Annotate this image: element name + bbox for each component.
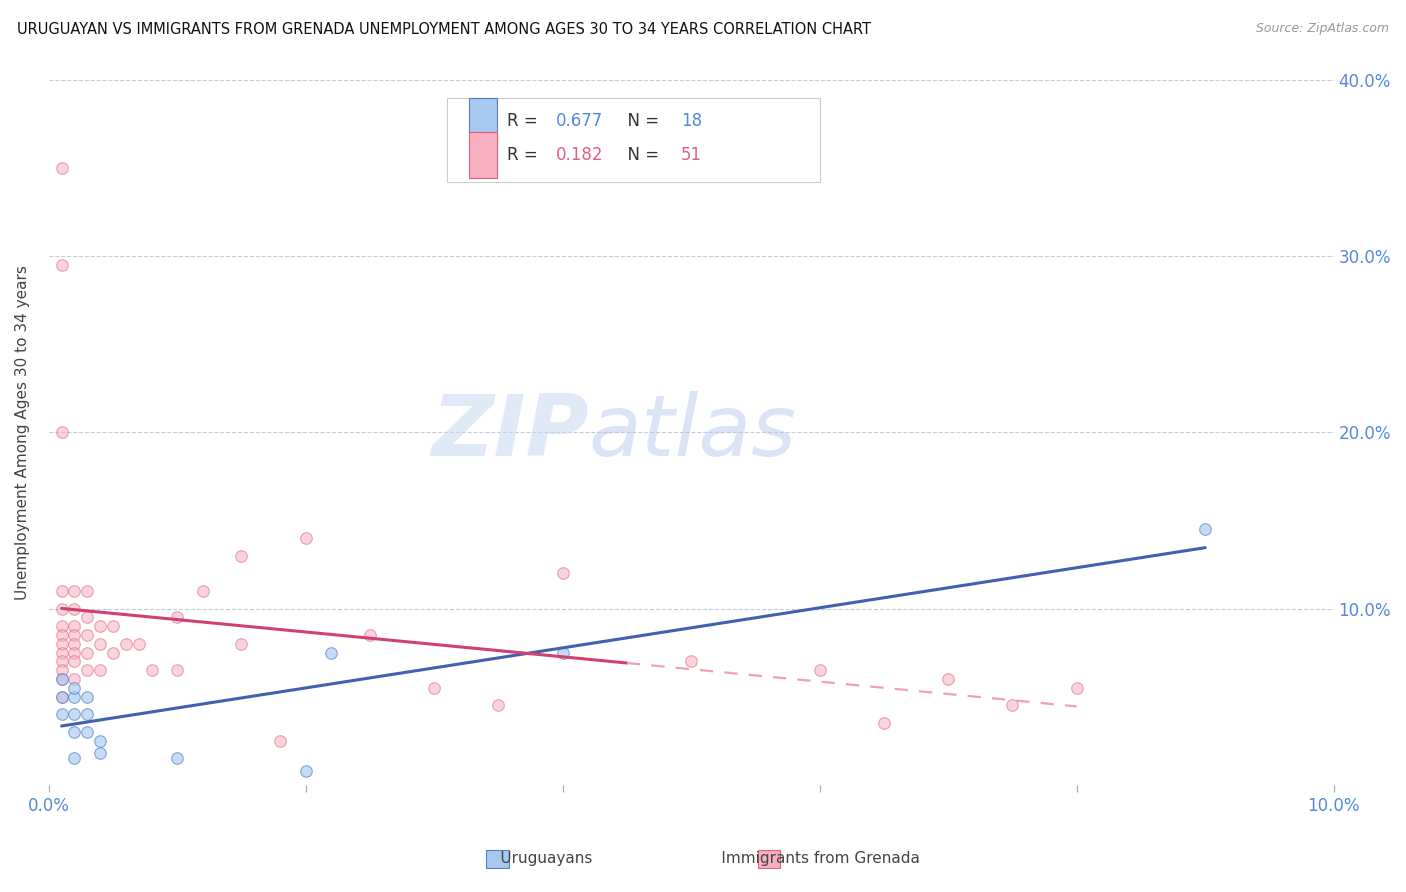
Point <box>191 583 214 598</box>
Text: Immigrants from Grenada: Immigrants from Grenada <box>697 851 920 865</box>
Text: Uruguayans: Uruguayans <box>477 851 592 865</box>
Point <box>1001 698 1024 713</box>
Point <box>1194 522 1216 536</box>
Text: N =: N = <box>617 112 664 130</box>
Text: Source: ZipAtlas.com: Source: ZipAtlas.com <box>1256 22 1389 36</box>
Point <box>76 583 98 598</box>
Text: R =: R = <box>508 112 544 130</box>
Point <box>51 646 73 660</box>
Point <box>89 663 111 677</box>
Point <box>101 646 124 660</box>
Text: 0.677: 0.677 <box>557 112 603 130</box>
Point <box>63 690 86 704</box>
Point <box>423 681 446 695</box>
Point <box>51 425 73 440</box>
Point <box>51 672 73 686</box>
FancyBboxPatch shape <box>470 133 498 178</box>
Point <box>231 637 253 651</box>
FancyBboxPatch shape <box>447 97 820 182</box>
Point <box>63 681 86 695</box>
Point <box>76 628 98 642</box>
Point <box>101 619 124 633</box>
Point <box>808 663 831 677</box>
Point <box>51 258 73 272</box>
Point <box>63 646 86 660</box>
Point <box>115 637 138 651</box>
Point <box>51 628 73 642</box>
Point <box>89 637 111 651</box>
Point <box>51 663 73 677</box>
Point <box>76 725 98 739</box>
Point <box>936 672 959 686</box>
Point <box>51 707 73 722</box>
Point <box>51 619 73 633</box>
Point <box>51 161 73 175</box>
Point <box>63 672 86 686</box>
Text: N =: N = <box>617 146 664 164</box>
Point <box>166 663 188 677</box>
Text: R =: R = <box>508 146 544 164</box>
Point <box>51 690 73 704</box>
Point <box>51 601 73 615</box>
Y-axis label: Unemployment Among Ages 30 to 34 years: Unemployment Among Ages 30 to 34 years <box>15 265 30 599</box>
Point <box>76 690 98 704</box>
Text: ZIP: ZIP <box>430 391 588 474</box>
Point <box>294 531 316 545</box>
Point <box>63 583 86 598</box>
Text: 18: 18 <box>681 112 702 130</box>
Point <box>166 751 188 765</box>
Point <box>51 690 73 704</box>
Point <box>76 707 98 722</box>
Point <box>51 583 73 598</box>
Point <box>873 716 896 731</box>
Point <box>76 610 98 624</box>
Point <box>89 619 111 633</box>
Point <box>681 655 703 669</box>
Point <box>51 655 73 669</box>
Text: URUGUAYAN VS IMMIGRANTS FROM GRENADA UNEMPLOYMENT AMONG AGES 30 TO 34 YEARS CORR: URUGUAYAN VS IMMIGRANTS FROM GRENADA UNE… <box>17 22 870 37</box>
Point <box>166 610 188 624</box>
Point <box>51 672 73 686</box>
Point <box>63 637 86 651</box>
Point <box>89 733 111 747</box>
Point <box>63 707 86 722</box>
Point <box>551 566 574 581</box>
Point <box>231 549 253 563</box>
Point <box>141 663 163 677</box>
Point <box>269 733 291 747</box>
Text: atlas: atlas <box>588 391 796 474</box>
Point <box>63 619 86 633</box>
Point <box>1066 681 1088 695</box>
Point <box>63 751 86 765</box>
Point <box>63 601 86 615</box>
FancyBboxPatch shape <box>470 98 498 144</box>
Point <box>488 698 510 713</box>
Point <box>76 663 98 677</box>
Point <box>551 646 574 660</box>
Point <box>294 764 316 778</box>
Point <box>63 725 86 739</box>
Point <box>63 628 86 642</box>
Text: 0.182: 0.182 <box>557 146 603 164</box>
Point <box>321 646 343 660</box>
Point <box>128 637 150 651</box>
Point <box>89 746 111 760</box>
Point <box>359 628 381 642</box>
Point <box>76 646 98 660</box>
Point <box>51 637 73 651</box>
Point <box>63 655 86 669</box>
Text: 51: 51 <box>681 146 702 164</box>
